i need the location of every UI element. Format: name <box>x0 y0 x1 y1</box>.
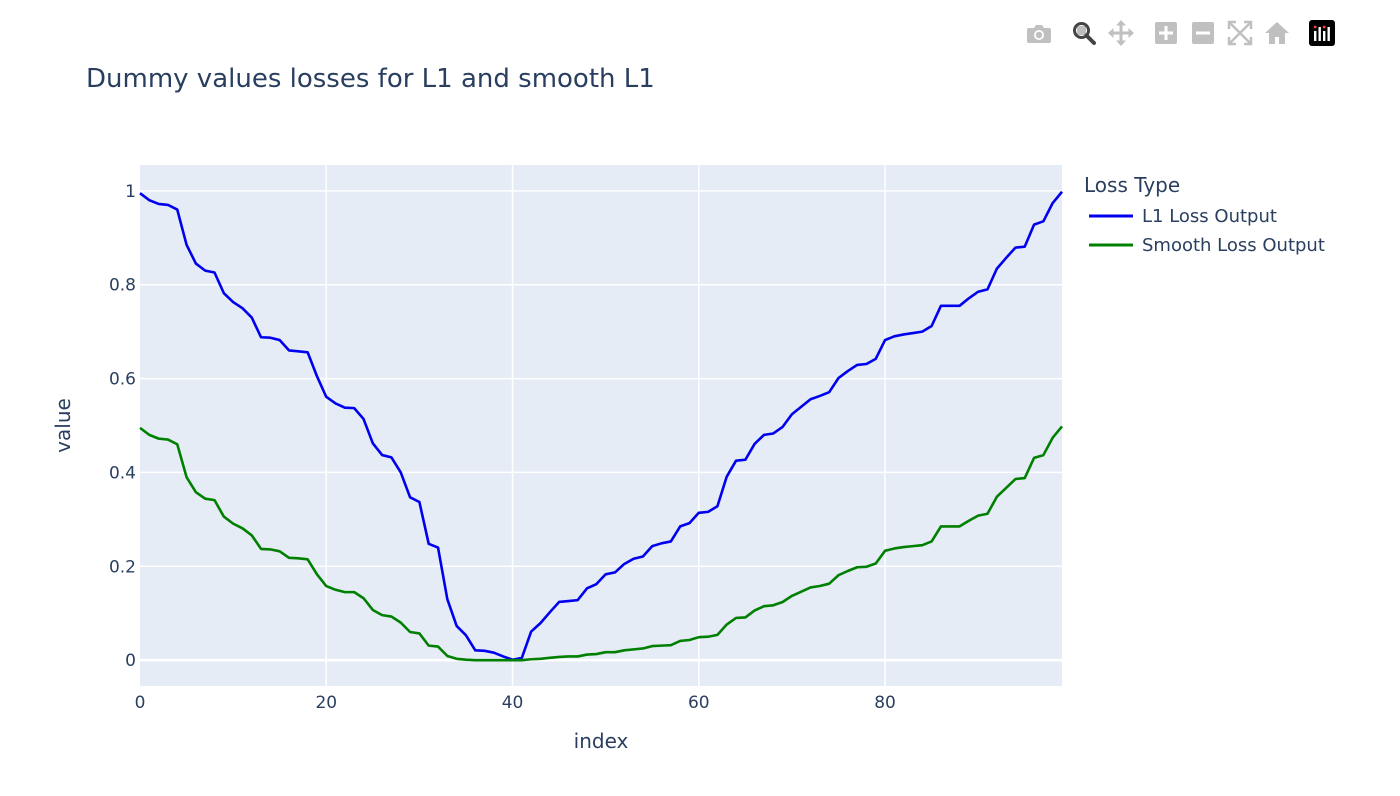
series-line-smooth-loss-output[interactable] <box>139 425 1064 662</box>
legend-title: Loss Type <box>1084 173 1180 197</box>
x-tick-label: 60 <box>688 693 710 713</box>
modebar <box>1022 16 1342 50</box>
legend-item-l1-loss-output[interactable]: L1 Loss Output <box>1089 206 1277 227</box>
legend-item-smooth-loss-output[interactable]: Smooth Loss Output <box>1089 235 1325 256</box>
zoom-in-icon[interactable] <box>1149 16 1183 50</box>
y-tick-label: 1 <box>125 182 136 202</box>
y-tick-label: 0.4 <box>109 463 136 483</box>
x-tick-label: 80 <box>874 693 896 713</box>
plot-area[interactable] <box>140 165 1062 686</box>
tick-labels: 0 20 40 60 80 0 0.2 0.4 0.6 0.8 1 <box>109 182 896 713</box>
y-tick-label: 0 <box>125 651 136 671</box>
y-axis-title: value <box>51 398 75 453</box>
x-axis-title: index <box>574 729 629 753</box>
autoscale-icon[interactable] <box>1223 16 1257 50</box>
legend: Loss Type L1 Loss Output Smooth Loss Outp… <box>1084 173 1325 256</box>
y-tick-label: 0.8 <box>109 276 136 296</box>
zoom-out-icon[interactable] <box>1186 16 1220 50</box>
y-tick-label: 0.2 <box>109 557 136 577</box>
plotly-logo-icon[interactable] <box>1305 16 1339 50</box>
y-tick-label: 0.6 <box>109 370 136 390</box>
grid <box>140 165 1062 686</box>
series-line-l1-loss-output[interactable] <box>139 190 1064 662</box>
x-tick-label: 0 <box>135 693 146 713</box>
reset-axes-icon[interactable] <box>1260 16 1294 50</box>
chart-title: Dummy values losses for L1 and smooth L1 <box>86 64 655 94</box>
legend-label: L1 Loss Output <box>1142 206 1277 227</box>
series-lines <box>139 190 1064 662</box>
pan-icon[interactable] <box>1104 16 1138 50</box>
legend-label: Smooth Loss Output <box>1142 235 1325 256</box>
x-tick-label: 20 <box>315 693 337 713</box>
camera-icon[interactable] <box>1022 16 1056 50</box>
x-tick-label: 40 <box>502 693 524 713</box>
zoom-icon[interactable] <box>1067 16 1101 50</box>
